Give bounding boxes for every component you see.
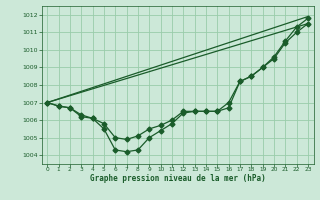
X-axis label: Graphe pression niveau de la mer (hPa): Graphe pression niveau de la mer (hPa) — [90, 174, 266, 183]
